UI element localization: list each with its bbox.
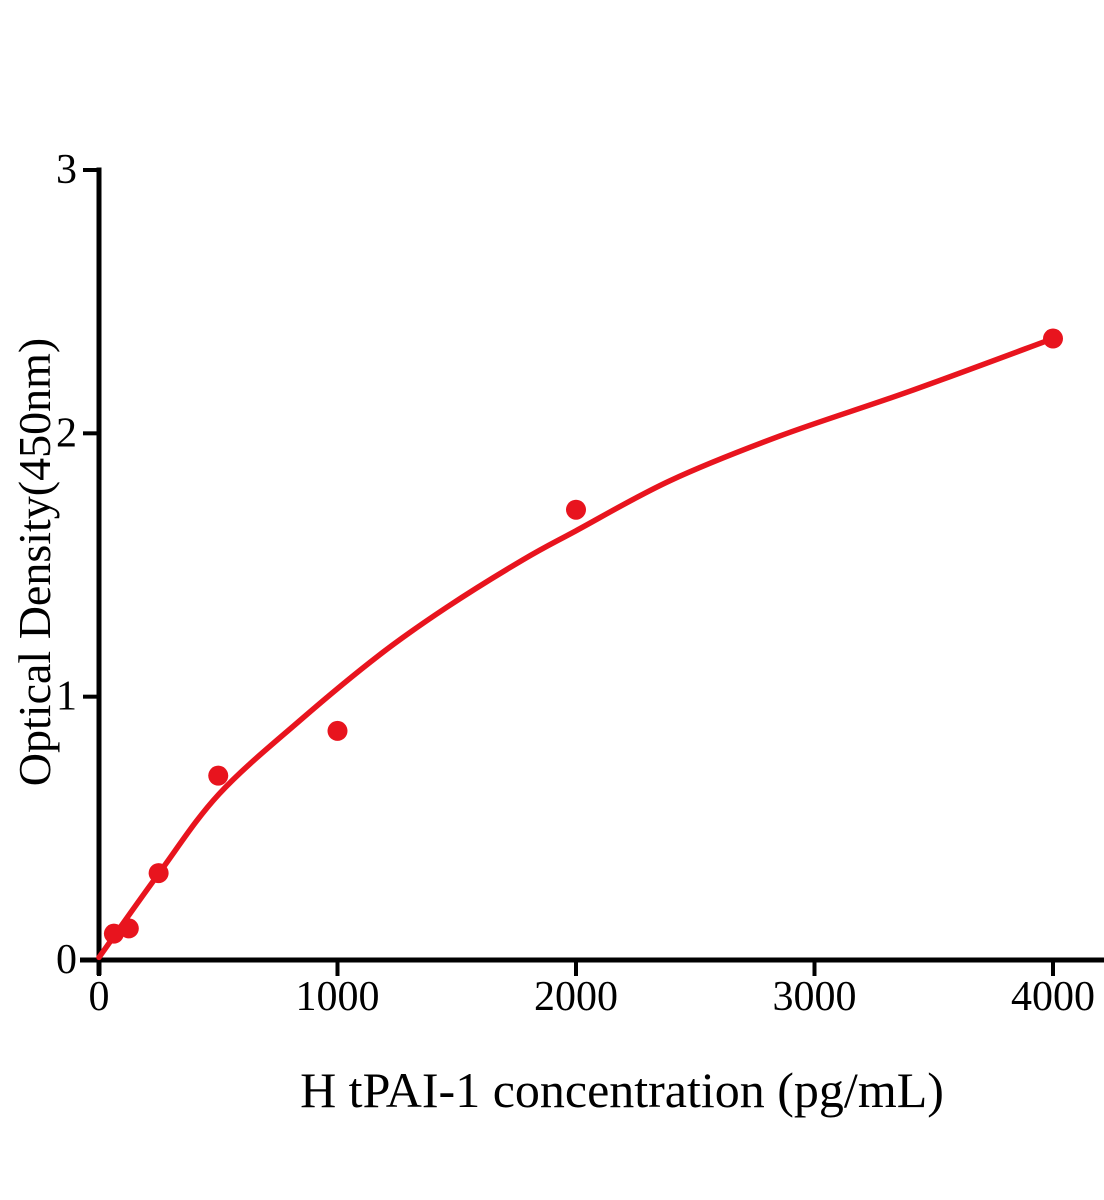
x-axis-tick-labels: 0 1000 2000 3000 4000 xyxy=(89,974,1096,1020)
y-tick-label: 3 xyxy=(56,147,77,193)
axes xyxy=(80,167,1104,975)
y-tick-label: 2 xyxy=(56,410,77,456)
fit-curve xyxy=(96,335,1056,961)
x-tick-label: 0 xyxy=(89,974,110,1020)
data-point-marker xyxy=(148,863,169,884)
x-axis-title: H tPAI-1 concentration (pg/mL) xyxy=(300,1062,944,1118)
data-point-marker xyxy=(1043,328,1063,349)
data-point-marker xyxy=(118,918,139,939)
y-tick-label: 1 xyxy=(56,674,77,720)
x-tick-label: 2000 xyxy=(534,974,618,1020)
data-point-marker xyxy=(566,499,586,520)
y-axis-title: Optical Density(450nm) xyxy=(9,338,60,786)
x-axis-ticks xyxy=(97,960,1055,976)
y-tick-label: 0 xyxy=(56,937,77,983)
y-axis-tick-labels: 0 1 2 3 xyxy=(56,147,77,983)
fit-curve-path xyxy=(96,335,1056,961)
x-tick-label: 1000 xyxy=(296,974,380,1020)
data-point-marker xyxy=(208,765,229,786)
x-tick-label: 3000 xyxy=(773,974,857,1020)
y-axis-ticks xyxy=(83,168,99,962)
data-point-marker xyxy=(327,720,348,741)
x-tick-label: 4000 xyxy=(1011,974,1095,1020)
data-points xyxy=(103,328,1063,944)
